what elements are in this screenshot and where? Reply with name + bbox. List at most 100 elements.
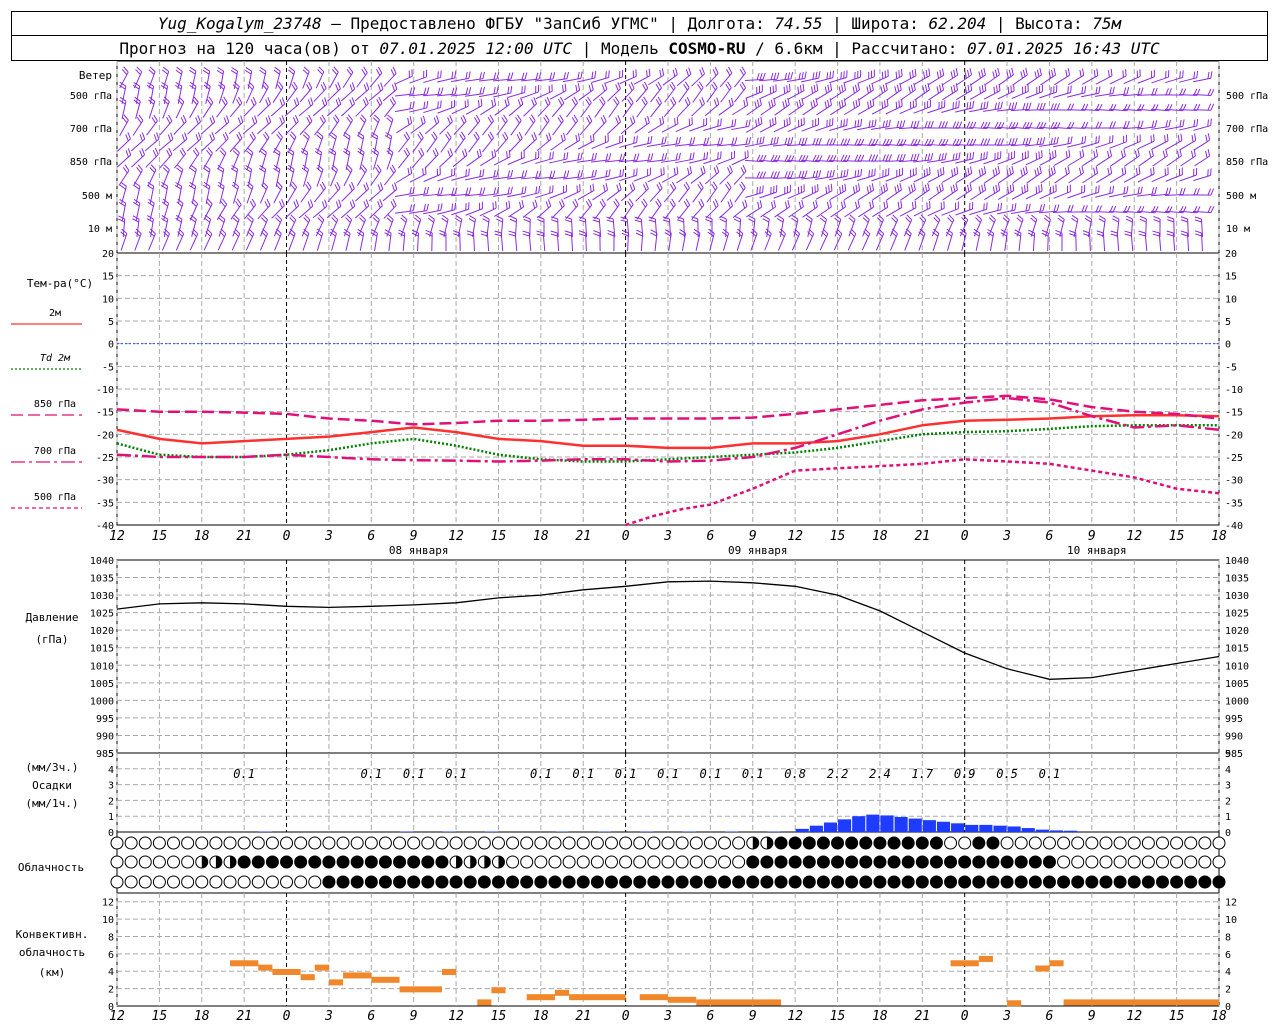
- hour-label-top: 0: [283, 529, 291, 544]
- wind-barb-feather: [288, 69, 295, 75]
- wind-barb-feather: [377, 84, 382, 92]
- wind-barb-feather: [391, 96, 396, 104]
- hour-label-bottom: 12: [1126, 1009, 1142, 1024]
- wind-barb-feather: [706, 151, 709, 159]
- cloud-circle: [774, 836, 788, 850]
- wind-barb-feather: [776, 171, 780, 179]
- cloud-circle: [237, 855, 251, 869]
- wind-barb-feather: [754, 101, 757, 109]
- wind-barb-feather: [1052, 151, 1054, 159]
- wind-barb-feather: [933, 228, 940, 234]
- wind-barb-feather: [983, 67, 986, 76]
- wind-barb-feather: [854, 170, 857, 178]
- wind-barb-feather: [274, 147, 281, 153]
- wind-barb-feather: [251, 131, 256, 139]
- wind-barb-feather: [728, 66, 733, 74]
- wind-barb-feather: [659, 117, 662, 125]
- wind-barb-feather: [815, 71, 818, 79]
- wind-barb-shaft: [359, 136, 365, 154]
- wind-barb-feather: [1025, 204, 1028, 212]
- wind-barb-shaft: [619, 174, 637, 182]
- cloud-circle: [506, 875, 520, 889]
- cloud-circle: [265, 855, 279, 869]
- cloud-half: [230, 856, 237, 868]
- wind-barb-shaft: [551, 205, 565, 219]
- wind-barb-feather: [506, 151, 508, 159]
- wind-barb-feather: [149, 228, 156, 235]
- wind-barb-feather: [275, 184, 282, 190]
- cloud-circle: [378, 855, 392, 869]
- wind-barb-feather: [204, 214, 211, 220]
- wind-barb-feather: [759, 200, 763, 208]
- wind-barb-feather: [961, 217, 967, 223]
- wind-barb-feather: [720, 137, 724, 145]
- wind-barb-feather: [136, 66, 143, 73]
- cloud-circle: [774, 855, 788, 869]
- wind-barb-feather: [468, 218, 476, 223]
- wind-barb-feather: [934, 214, 941, 221]
- cloud-circle: [520, 836, 534, 850]
- ytick-left: 10: [102, 915, 114, 926]
- wind-barb-feather: [782, 101, 785, 109]
- wind-barb-feather: [1028, 203, 1031, 211]
- wind-barb-feather: [563, 132, 566, 140]
- hour-label-bottom: 9: [1088, 1009, 1096, 1024]
- wind-barb-feather: [174, 185, 182, 190]
- wind-barb-feather: [674, 118, 676, 126]
- cloud-circle: [986, 875, 1000, 889]
- wind-barb-feather: [902, 153, 906, 161]
- wind-barb-feather: [1050, 103, 1054, 111]
- wind-barb-feather: [260, 217, 267, 223]
- cloud-circle: [1042, 855, 1056, 869]
- cloud-circle: [364, 875, 378, 889]
- wind-barb-feather: [916, 120, 920, 128]
- wind-barb-feather: [420, 117, 424, 125]
- wind-barb-feather: [787, 170, 791, 178]
- wind-barb-shaft: [898, 143, 918, 147]
- ytick-right: -30: [1225, 476, 1243, 487]
- wind-barb-feather: [405, 131, 410, 139]
- wind-barb-feather: [712, 69, 717, 76]
- wind-barb-feather: [1207, 88, 1212, 96]
- wind-barb-feather: [258, 167, 266, 173]
- wind-barb-feather: [1182, 70, 1184, 78]
- wind-barb-feather: [669, 200, 675, 208]
- wind-barb-shaft: [871, 174, 889, 182]
- wind-barb-feather: [967, 167, 970, 175]
- wind-barb-feather: [762, 215, 770, 220]
- wind-barb-feather: [830, 183, 833, 191]
- wind-barb-feather: [371, 150, 378, 156]
- cloud-circle: [322, 875, 336, 889]
- wind-barb-feather: [1123, 149, 1126, 157]
- wind-barb-feather: [888, 119, 891, 127]
- ytick-left: 1: [108, 812, 114, 823]
- wind-barb-feather: [211, 132, 216, 140]
- wind-barb-feather: [969, 101, 972, 109]
- wind-barb-feather: [1166, 230, 1174, 234]
- ytick-left: 2: [108, 796, 114, 807]
- cloud-circle: [223, 836, 237, 850]
- wind-barb-feather: [1124, 166, 1127, 174]
- wind-barb-feather: [278, 81, 284, 88]
- wind-barb-feather: [892, 228, 898, 235]
- wind-barb-shaft: [800, 159, 820, 163]
- wind-barb-feather: [496, 86, 499, 94]
- wind-barb-feather: [455, 214, 463, 220]
- wind-barb-feather: [744, 199, 748, 207]
- wind-barb-feather: [287, 147, 295, 153]
- convective-bar: [1049, 960, 1064, 967]
- wind-barb-feather: [503, 114, 508, 122]
- wind-barb-feather: [1048, 169, 1051, 177]
- wind-barb-feather: [564, 230, 572, 234]
- wind-barb-feather: [580, 71, 583, 79]
- wind-barb-feather: [279, 99, 283, 107]
- wind-barb-feather: [306, 84, 311, 91]
- wind-barb-feather: [953, 168, 956, 176]
- wind-barb-feather: [508, 233, 516, 237]
- wind-barb-feather: [335, 84, 339, 92]
- wind-barb-feather: [739, 183, 744, 191]
- wind-barb-feather: [447, 150, 451, 158]
- wind-barb-shaft: [1165, 125, 1183, 131]
- wind-barb-feather: [281, 115, 286, 123]
- wind-barb-feather: [265, 99, 269, 107]
